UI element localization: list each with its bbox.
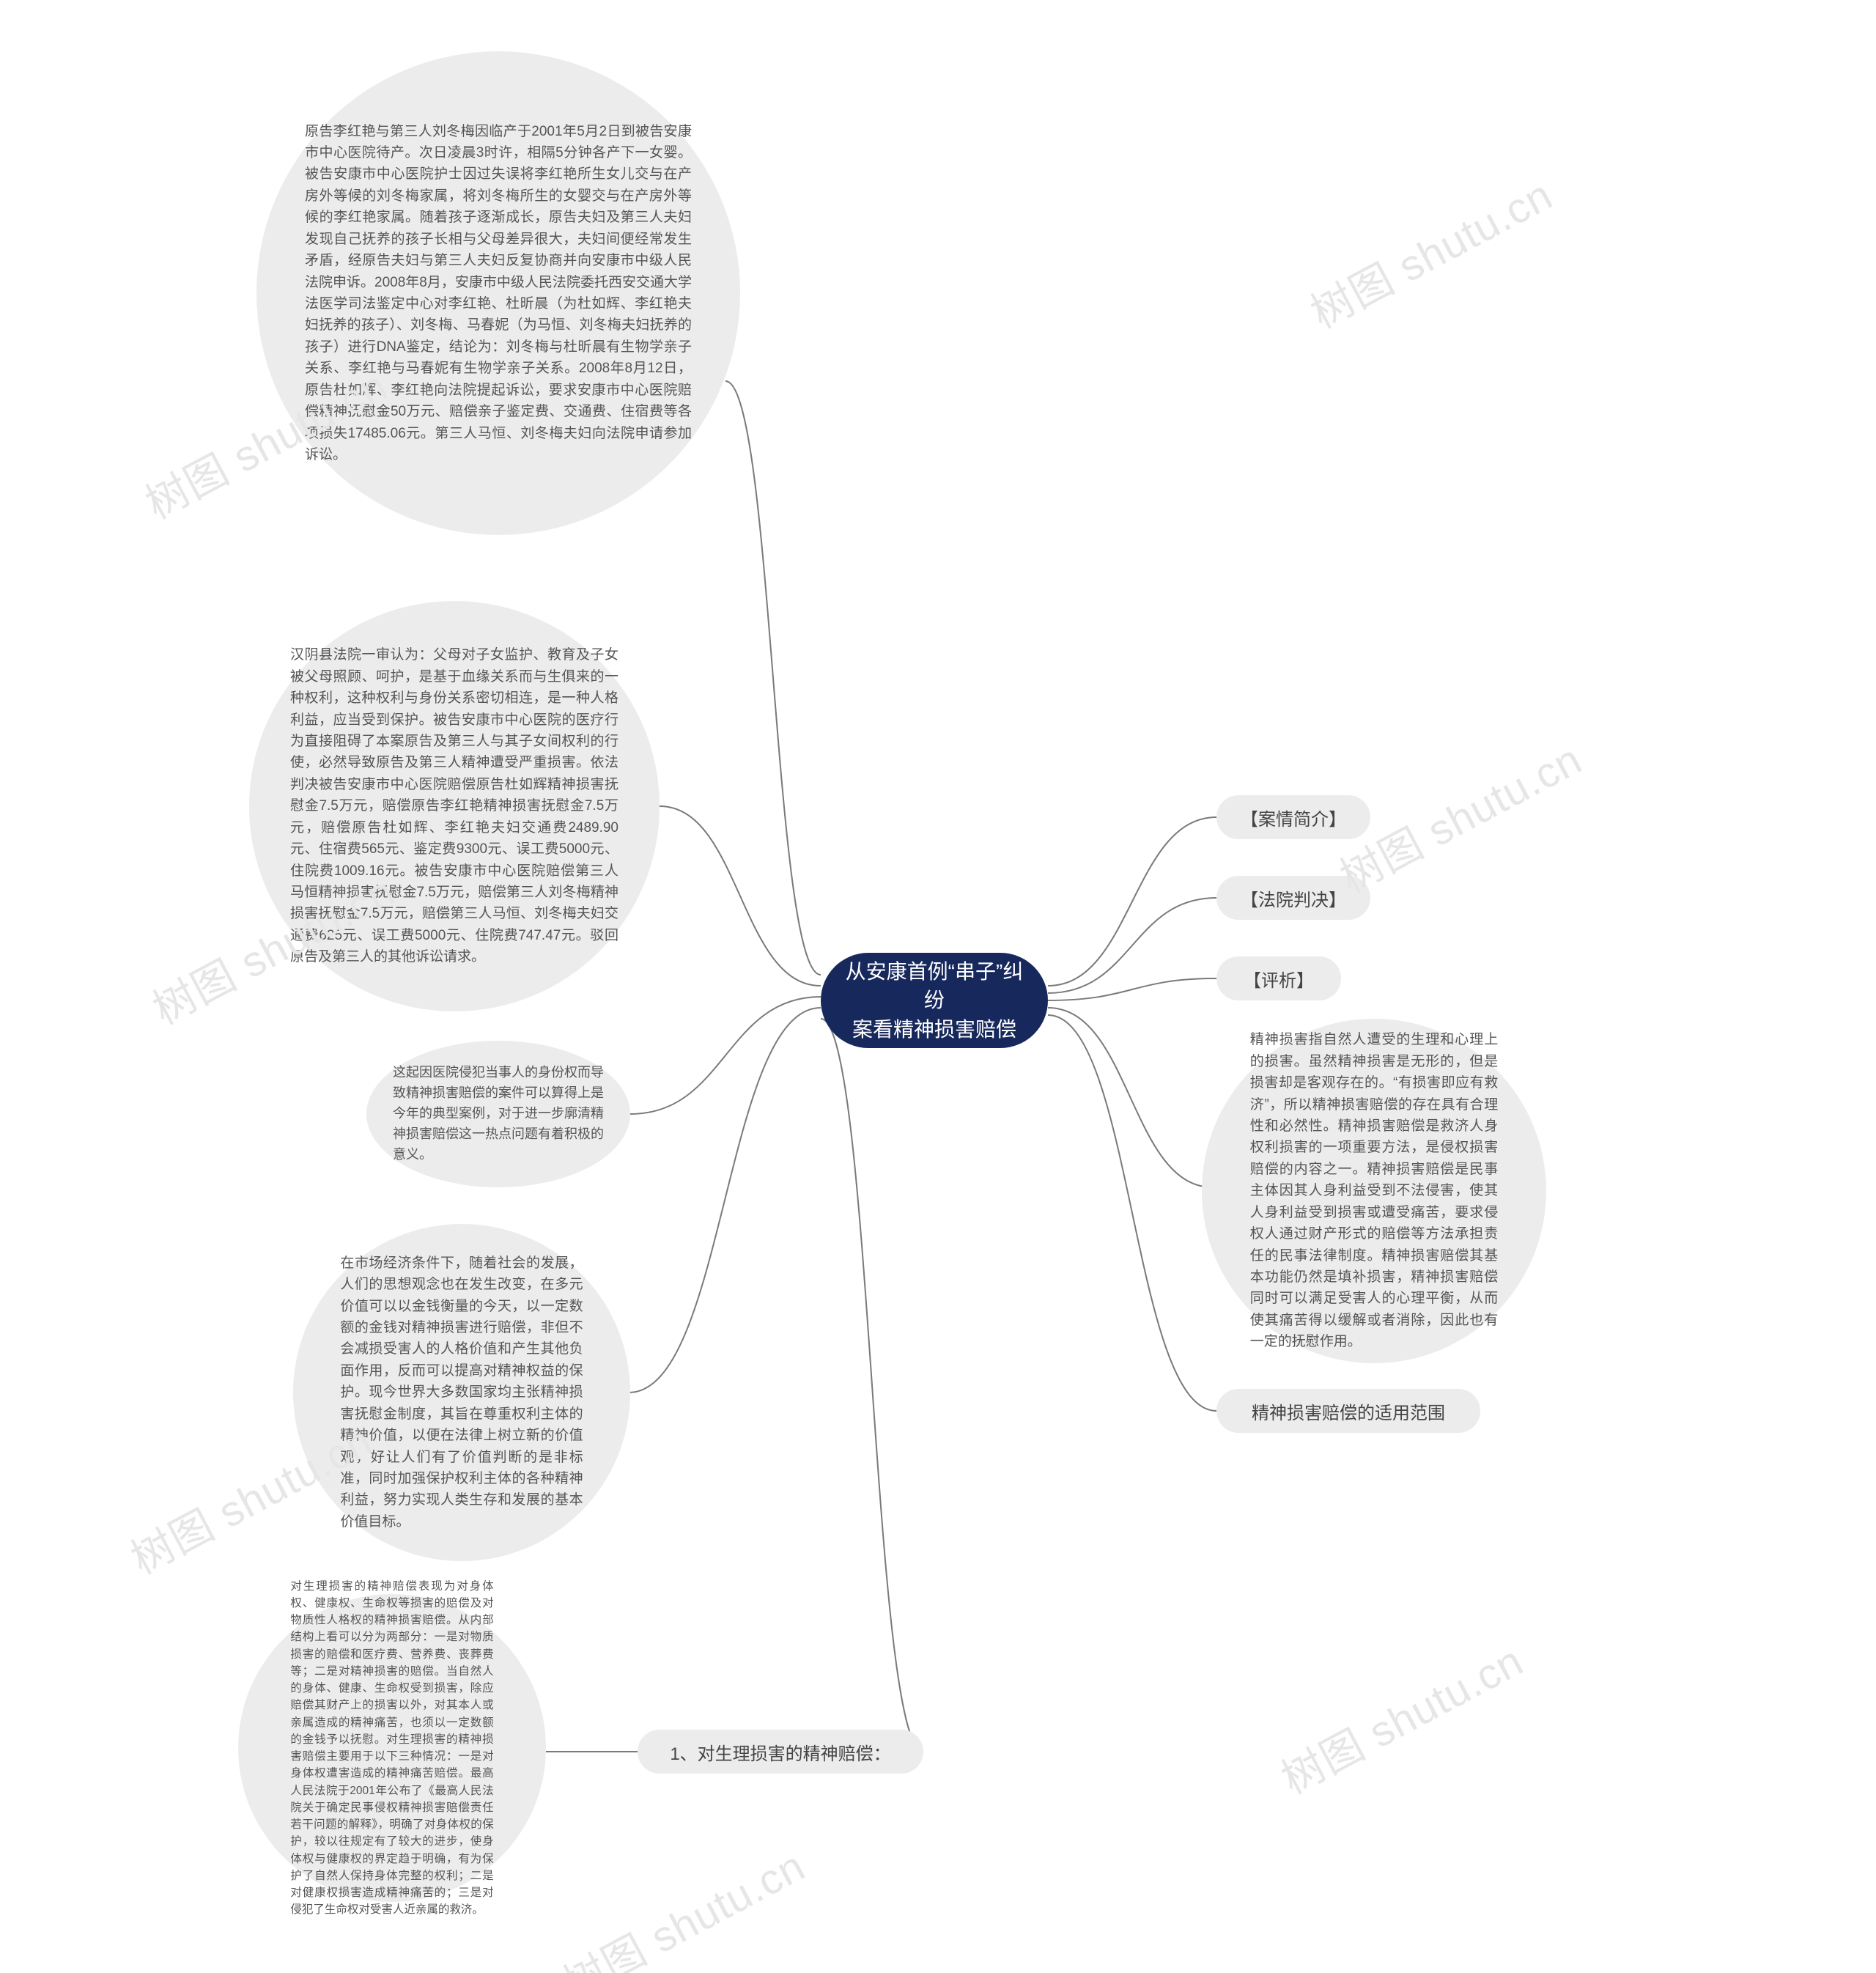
edge	[1048, 978, 1216, 1000]
edge	[1048, 898, 1216, 993]
edge	[1048, 1008, 1213, 1187]
bubble-text: 精神损害指自然人遭受的生理和心理上的损害。虽然精神损害是无形的，但是损害却是客观…	[1202, 988, 1546, 1394]
edge	[660, 806, 821, 986]
edge	[821, 1019, 923, 1752]
branch-label: 【案情简介】	[1241, 805, 1346, 830]
bubble-text: 对生理损害的精神赔偿表现为对身体权、健康权、生命权等损害的赔偿及对物质性人格权的…	[238, 1532, 546, 1965]
bubble-significance[interactable]: 这起因医院侵犯当事人的身份权而导致精神损害赔偿的案件可以算得上是今年的典型案例，…	[366, 1041, 630, 1187]
bubble-text: 原告李红艳与第三人刘冬梅因临产于2001年5月2日到被告安康市中心医院待产。次日…	[256, 77, 740, 509]
bubble-text: 这起因医院侵犯当事人的身份权而导致精神损害赔偿的案件可以算得上是今年的典型案例，…	[366, 1041, 630, 1186]
edge	[630, 997, 821, 1114]
branch-label: 精神损害赔偿的适用范围	[1252, 1398, 1445, 1424]
bubble-text: 在市场经济条件下，随着社会的发展，人们的思想观念也在发生改变，在多元价值可以以金…	[293, 1212, 630, 1573]
edge	[1048, 817, 1216, 986]
watermark: 树图 shutu.cn	[550, 1832, 813, 1973]
branch-label: 【法院判决】	[1241, 885, 1346, 911]
edge	[629, 1008, 821, 1393]
watermark: 树图 shutu.cn	[1268, 1627, 1532, 1806]
branch-scope[interactable]: 精神损害赔偿的适用范围	[1216, 1389, 1480, 1433]
bubble-market-context[interactable]: 在市场经济条件下，随着社会的发展，人们的思想观念也在发生改变，在多元价值可以以金…	[293, 1224, 630, 1561]
branch-label: 1、对生理损害的精神赔偿：	[670, 1739, 890, 1765]
center-node[interactable]: 从安康首例“串子”纠纷 案看精神损害赔偿	[821, 953, 1048, 1048]
bubble-analysis-detail[interactable]: 精神损害指自然人遭受的生理和心理上的损害。虽然精神损害是无形的，但是损害却是客观…	[1202, 1019, 1546, 1363]
mindmap-canvas: 从安康首例“串子”纠纷 案看精神损害赔偿 【案情简介】 【法院判决】 【评析】 …	[0, 0, 1876, 1973]
branch-court-ruling[interactable]: 【法院判决】	[1216, 876, 1370, 920]
watermark: 树图 shutu.cn	[1298, 161, 1561, 340]
bubble-text: 汉阴县法院一审认为：父母对子女监护、教育及子女被父母照顾、呵护，是基于血缘关系而…	[249, 608, 660, 1005]
branch-case-intro[interactable]: 【案情简介】	[1216, 795, 1370, 839]
branch-physio-compensation[interactable]: 1、对生理损害的精神赔偿：	[638, 1730, 923, 1774]
bubble-physio-compensation[interactable]: 对生理损害的精神赔偿表现为对身体权、健康权、生命权等损害的赔偿及对物质性人格权的…	[238, 1594, 546, 1902]
bubble-case-facts[interactable]: 原告李红艳与第三人刘冬梅因临产于2001年5月2日到被告安康市中心医院待产。次日…	[256, 51, 740, 535]
bubble-court-reasoning[interactable]: 汉阴县法院一审认为：父母对子女监护、教育及子女被父母照顾、呵护，是基于血缘关系而…	[249, 601, 660, 1011]
edge	[1048, 1015, 1216, 1411]
